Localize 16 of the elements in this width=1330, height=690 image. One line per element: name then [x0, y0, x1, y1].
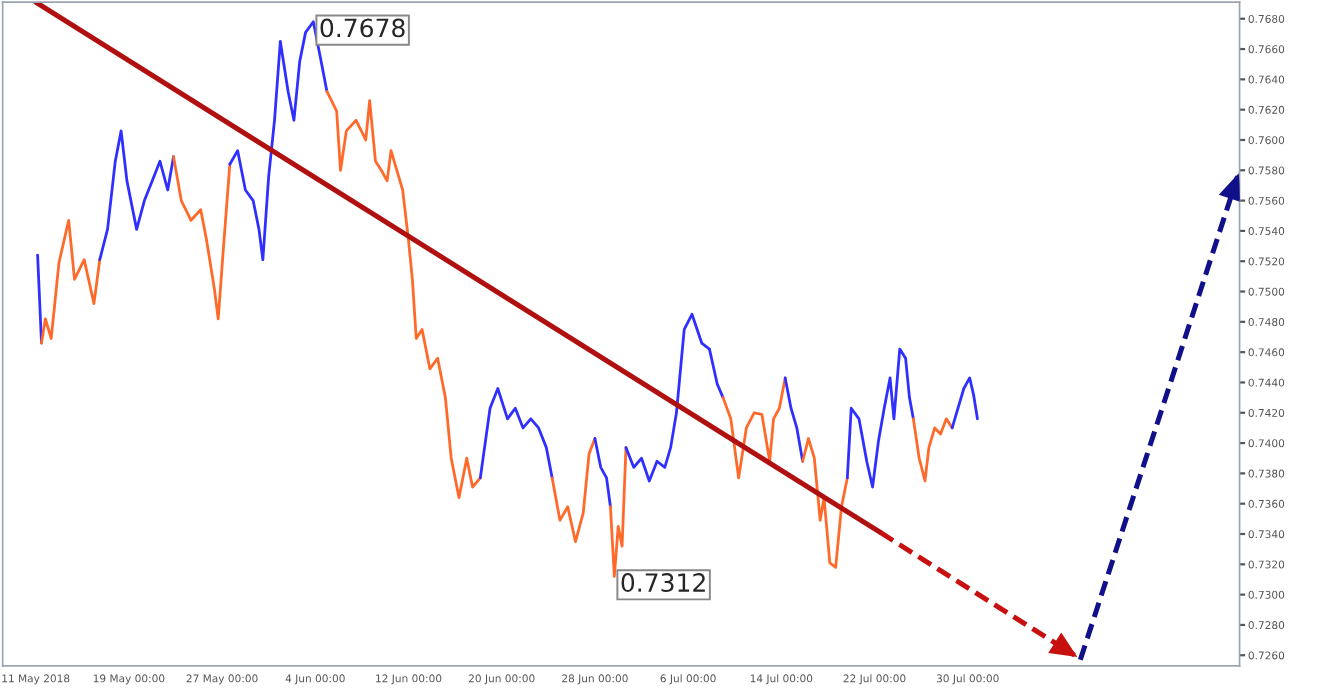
line-series: [783, 376, 805, 463]
line-series: [325, 90, 482, 500]
line-series: [593, 437, 612, 509]
line-series: [911, 417, 954, 483]
line-series: [950, 376, 979, 430]
line-series: [98, 129, 175, 262]
line-series: [550, 437, 597, 543]
annotation: 0.7312: [621, 573, 705, 593]
line-series: [40, 218, 102, 345]
annotation: 0.7678: [320, 18, 405, 38]
line-series: [624, 312, 725, 483]
line-series: [721, 376, 787, 480]
line-series: [172, 155, 232, 321]
line-series: [845, 347, 915, 489]
line-series: [801, 437, 849, 569]
line-series: [478, 387, 554, 480]
